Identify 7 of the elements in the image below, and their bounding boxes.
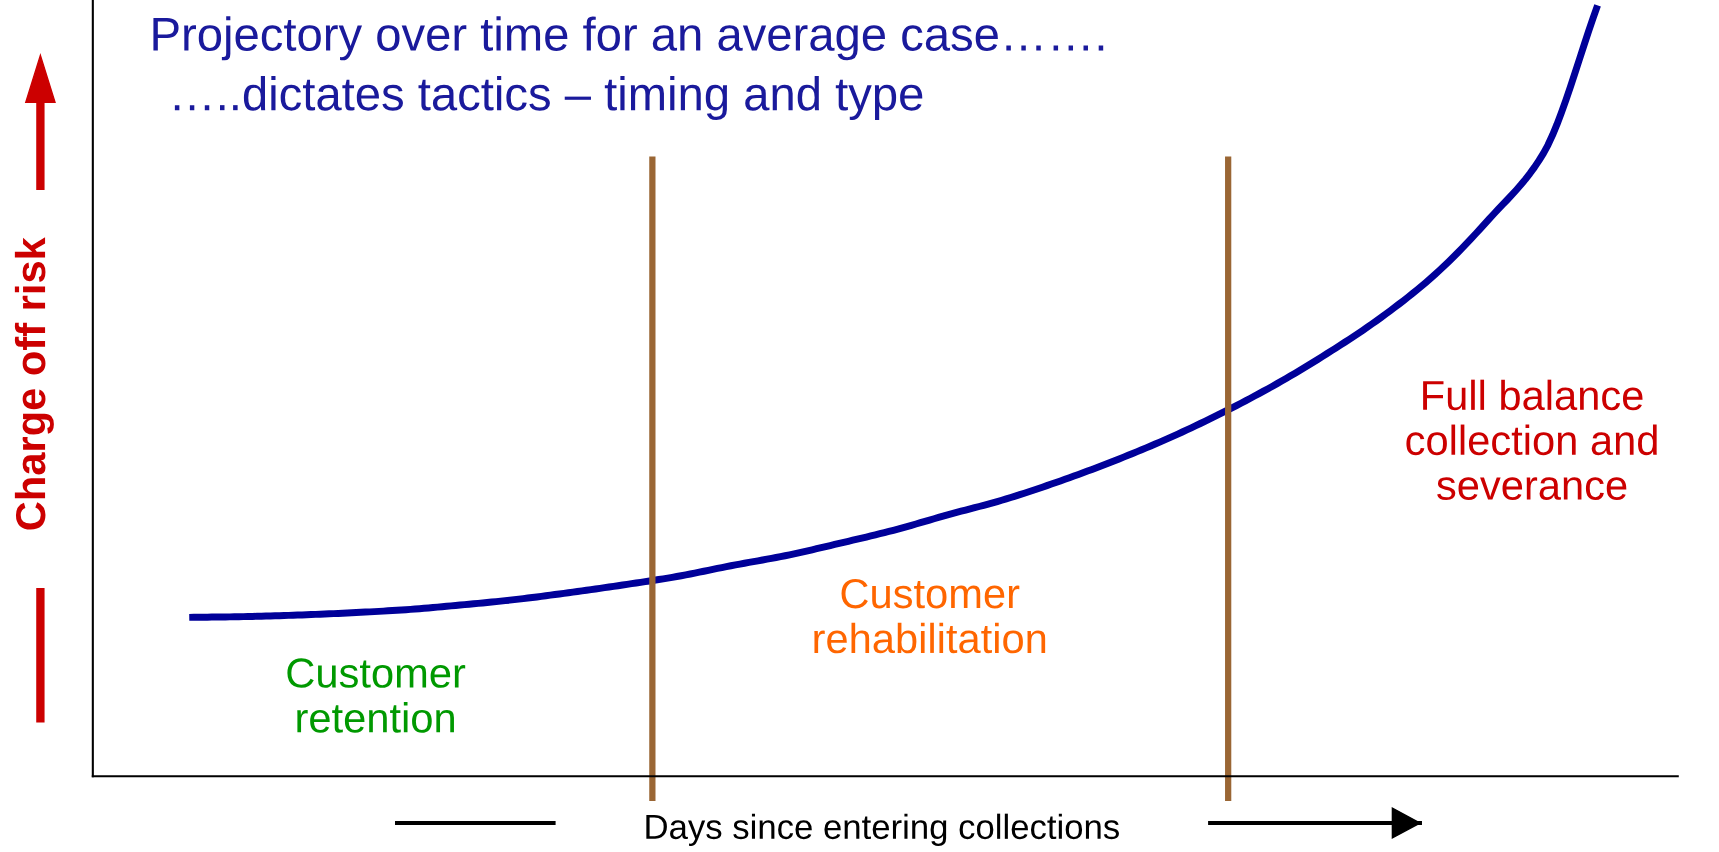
x-axis-title: Days since entering collections xyxy=(646,813,1119,847)
annotation: Customer retention xyxy=(287,658,466,733)
y-axis-title: Charge off risk xyxy=(14,237,54,530)
annotation: Customer rehabilitation xyxy=(814,578,1046,654)
annotation: Full balance collection and severance xyxy=(1406,379,1657,501)
text: …..dictates tactics – timing and type xyxy=(174,75,923,120)
chart-title: Projectory over time for an average case……. xyxy=(153,16,1104,61)
